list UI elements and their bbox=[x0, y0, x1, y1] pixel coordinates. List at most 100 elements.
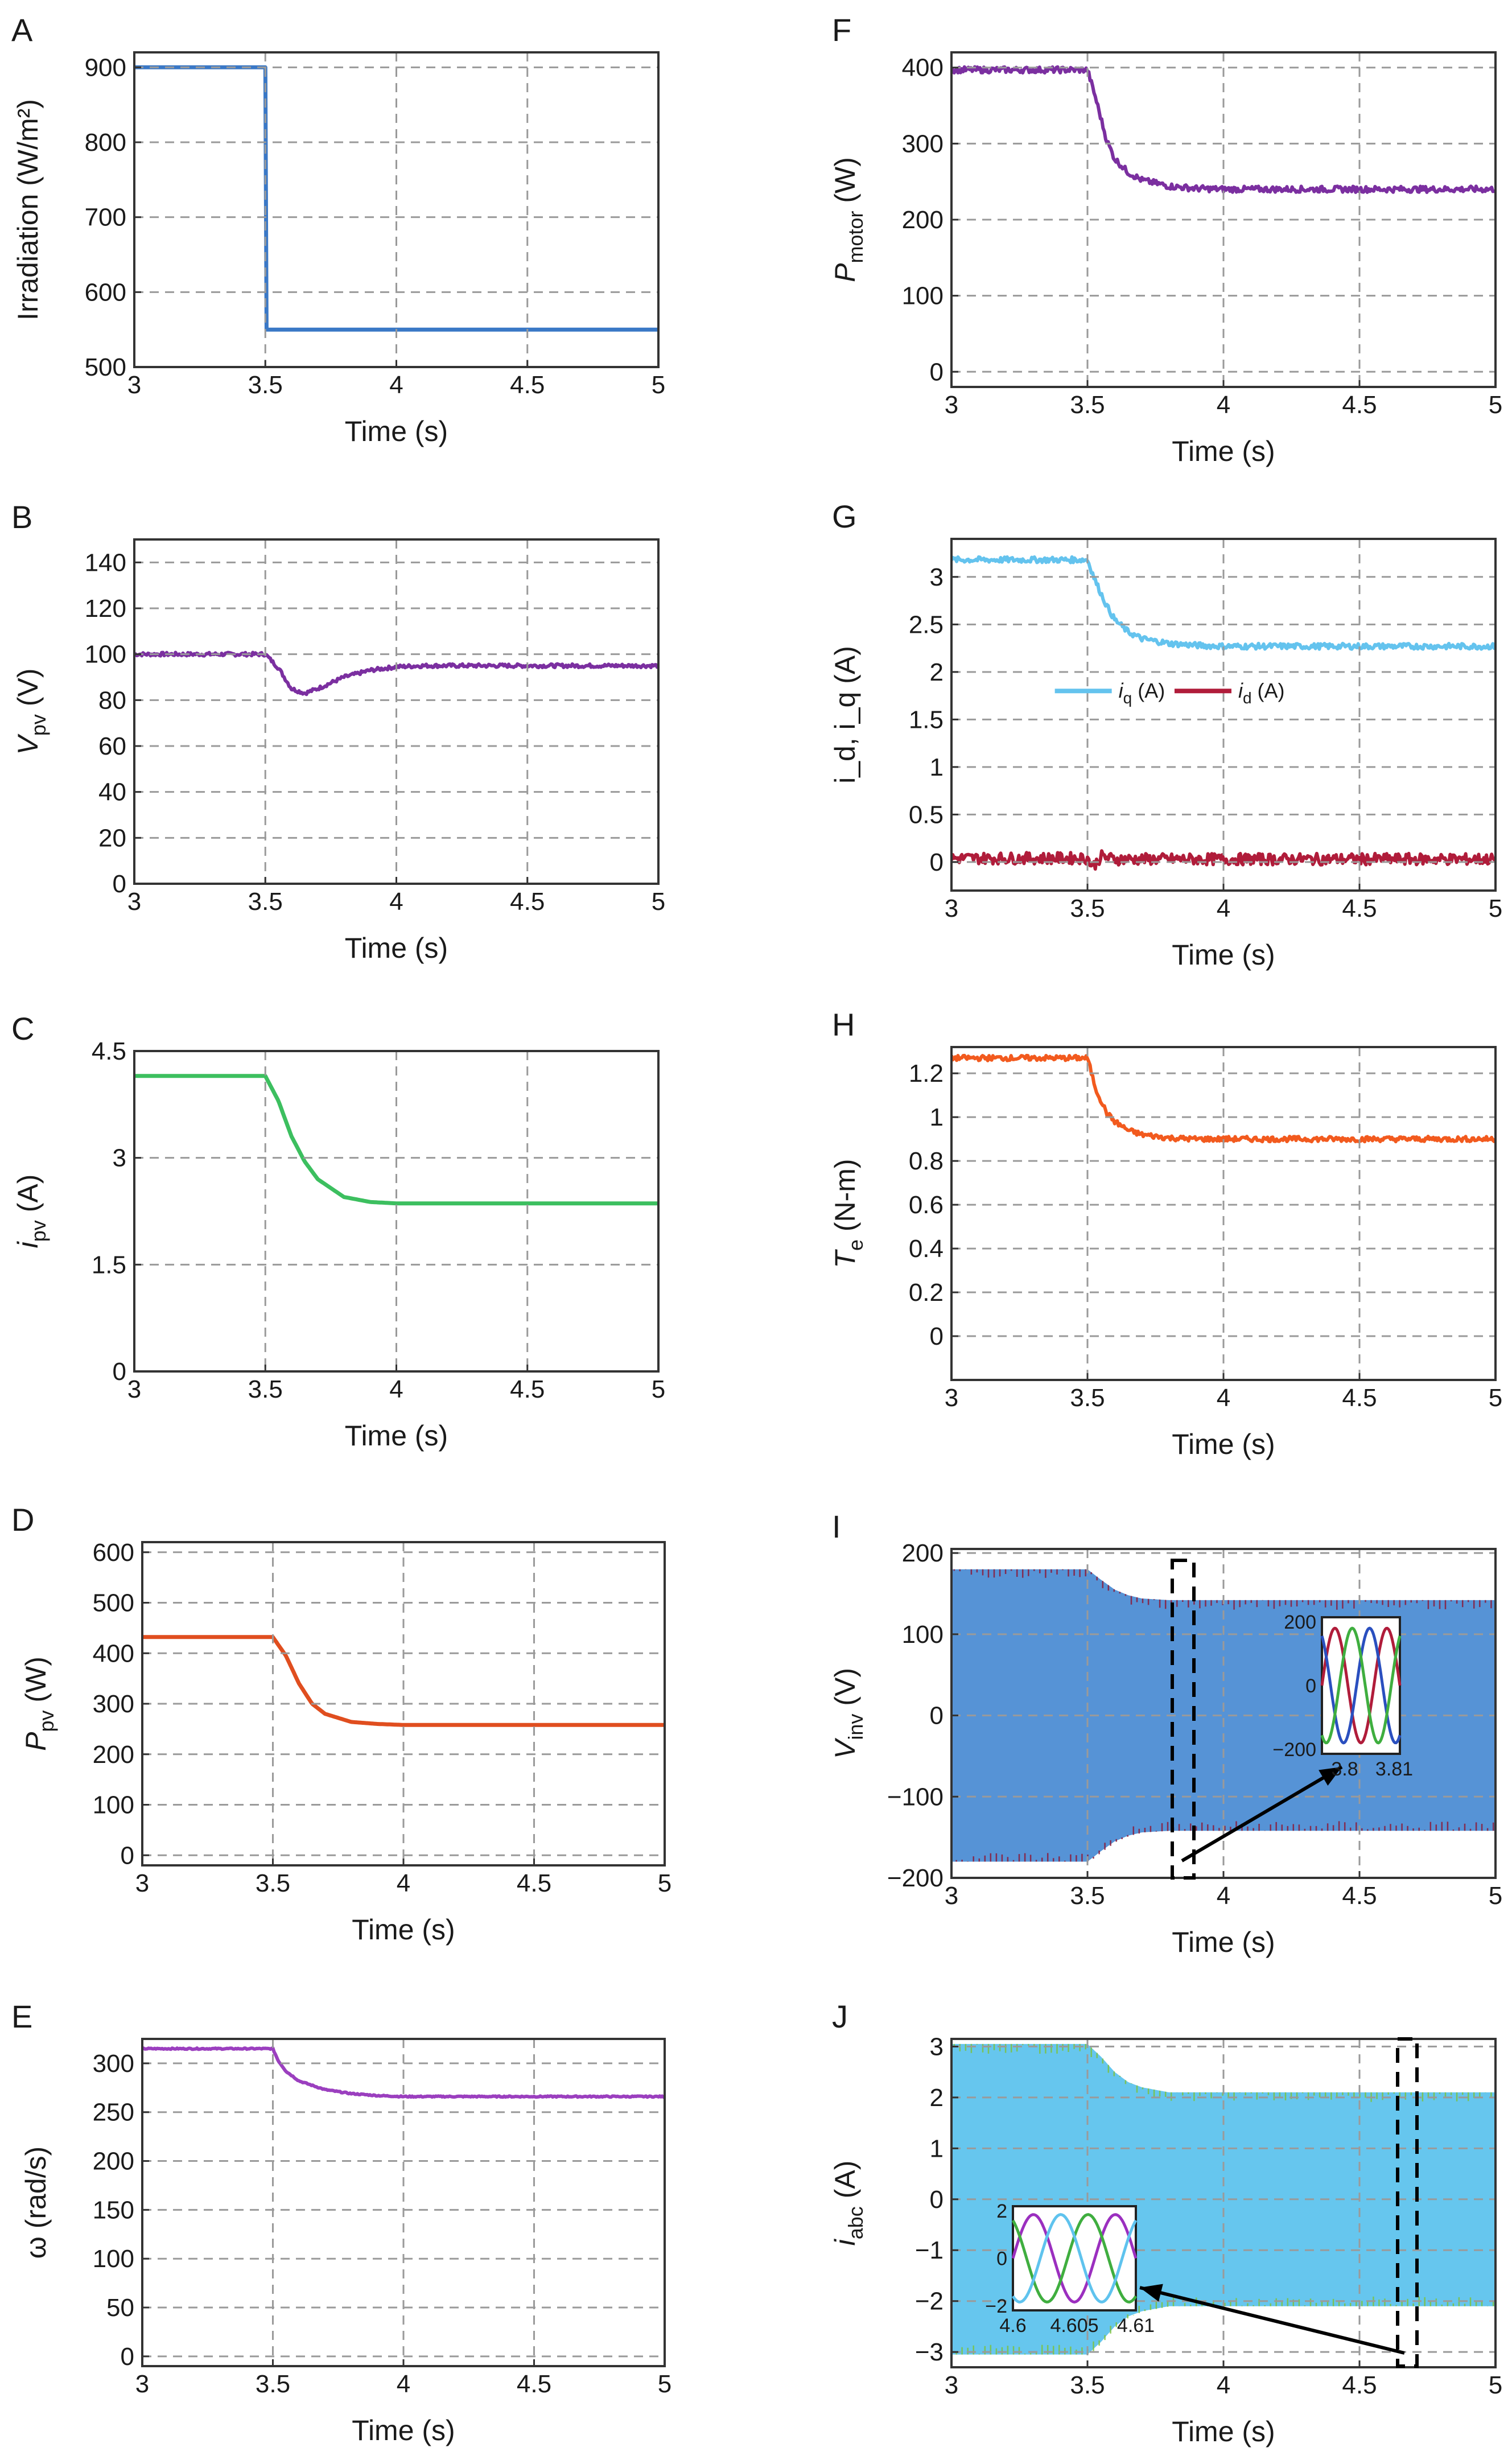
y-tick-label: 20 bbox=[98, 824, 126, 852]
x-tick-label: 3.5 bbox=[1070, 1384, 1105, 1412]
x-tick-label: 3 bbox=[127, 371, 141, 399]
grid bbox=[134, 539, 658, 884]
y-tick-label: 1 bbox=[930, 2135, 944, 2162]
x-axis-label: Time (s) bbox=[1172, 2416, 1275, 2447]
y-tick-label: 2 bbox=[930, 658, 944, 686]
x-tick-label: 5 bbox=[1489, 1882, 1502, 1910]
inset-y-tick-label: 200 bbox=[1284, 1612, 1316, 1633]
x-tick-label: 4.5 bbox=[1342, 895, 1377, 922]
x-tick-label: 3.5 bbox=[1070, 2371, 1105, 2399]
y-axis-label: Vinv (V) bbox=[829, 1668, 867, 1759]
x-axis-label: Time (s) bbox=[1172, 939, 1275, 971]
grid bbox=[142, 1542, 665, 1865]
y-axis-label: Vpv (V) bbox=[12, 669, 50, 755]
y-tick-label: 100 bbox=[85, 641, 126, 669]
zoom-inset: 2 0 −24.6 4.605 4.61 bbox=[985, 2037, 1419, 2368]
y-tick-label: 1.5 bbox=[909, 706, 944, 734]
x-tick-label: 5 bbox=[1489, 895, 1502, 922]
inset-y-tick-label: −200 bbox=[1272, 1739, 1316, 1761]
data-layer bbox=[142, 2046, 665, 2099]
x-tick-label: 5 bbox=[652, 888, 665, 916]
y-tick-label: 140 bbox=[85, 549, 126, 576]
zoom-arrow-head bbox=[1140, 2284, 1163, 2302]
inset-x-tick-label: 3.81 bbox=[1375, 1758, 1413, 1780]
panel-letter: E bbox=[11, 1999, 32, 2034]
x-axis-label: Time (s) bbox=[345, 1420, 448, 1452]
y-tick-label: 0.2 bbox=[909, 1279, 944, 1307]
x-tick-label: 4.5 bbox=[510, 888, 545, 916]
grid bbox=[951, 2039, 1495, 2367]
grid bbox=[142, 2039, 665, 2366]
x-tick-label: 3.5 bbox=[248, 371, 283, 399]
data-layer bbox=[142, 1635, 665, 1727]
y-tick-label: 0 bbox=[930, 358, 944, 386]
y-axis-label: ω (rad/s) bbox=[20, 2146, 52, 2259]
x-tick-label: 4.5 bbox=[510, 371, 545, 399]
panel-letter: I bbox=[832, 1509, 841, 1544]
x-tick-label: 4 bbox=[397, 1869, 410, 1897]
panel-letter: G bbox=[832, 498, 857, 534]
y-tick-label: 50 bbox=[106, 2294, 134, 2322]
y-tick-label: 0.8 bbox=[909, 1147, 944, 1175]
panel-letter: F bbox=[832, 12, 851, 48]
panel-g: G 3 3.5 4 4.5 5 0 0.5 1 1.5 2 2.5 3 Time (s) i_d, i_q … bbox=[829, 498, 1502, 971]
y-tick-label: 0 bbox=[930, 1322, 944, 1350]
data-layer bbox=[134, 1074, 658, 1206]
panel-i: I 3 3.5 4 4.5 5 −200 −100 0 100 200 Time (s) Vinv (V… bbox=[829, 1509, 1502, 1958]
y-tick-label: 1 bbox=[930, 1103, 944, 1131]
y-axis-label: ipv (A) bbox=[12, 1175, 50, 1249]
y-tick-label: 0.4 bbox=[909, 1235, 944, 1263]
panel-d: D 3 3.5 4 4.5 5 0 100 200 300 400 500 600 Time (s) Ppv… bbox=[11, 1502, 671, 1946]
inset-x-tick-label: 4.6 bbox=[999, 2315, 1026, 2337]
y-tick-label: 800 bbox=[85, 129, 126, 156]
y-axis-label: Pmotor (W) bbox=[829, 157, 867, 282]
x-tick-label: 3 bbox=[945, 1882, 958, 1910]
x-tick-label: 4.5 bbox=[517, 1869, 551, 1897]
y-tick-label: 2 bbox=[930, 2084, 944, 2112]
x-tick-label: 5 bbox=[1489, 391, 1502, 419]
legend-entry-0: iq (A) bbox=[1119, 679, 1165, 707]
inset-phase-0 bbox=[1011, 2213, 1138, 2304]
x-tick-label: 4 bbox=[389, 1375, 403, 1403]
x-tick-label: 3.5 bbox=[256, 2370, 290, 2398]
x-tick-label: 3.5 bbox=[256, 1869, 290, 1897]
x-tick-label: 5 bbox=[1489, 1384, 1502, 1412]
y-axis-label: Irradiation (W/m²) bbox=[12, 99, 44, 320]
y-tick-label: 150 bbox=[93, 2196, 134, 2224]
data-layer bbox=[951, 1053, 1495, 1144]
data-layer bbox=[134, 650, 658, 697]
y-tick-label: 0 bbox=[930, 2186, 944, 2214]
y-tick-label: 3 bbox=[930, 563, 944, 591]
y-tick-label: −200 bbox=[887, 1864, 944, 1892]
x-axis-label: Time (s) bbox=[352, 2414, 455, 2446]
panel-h: H 3 3.5 4 4.5 5 0 0.2 0.4 0.6 0.8 1 1.2 Time (s) Te (N… bbox=[829, 1007, 1502, 1460]
x-tick-label: 4 bbox=[1217, 1882, 1230, 1910]
y-tick-label: 0 bbox=[930, 848, 944, 876]
inset-phase-2 bbox=[1011, 2213, 1138, 2304]
grid bbox=[951, 539, 1495, 891]
x-tick-label: 3 bbox=[135, 1869, 149, 1897]
y-tick-label: 300 bbox=[902, 130, 944, 158]
x-tick-label: 5 bbox=[658, 2370, 671, 2398]
inset-phase-2 bbox=[1320, 1626, 1402, 1745]
panel-a: A 3 3.5 4 4.5 5 500 600 700 800 900 Time (s) Irradia… bbox=[11, 12, 665, 447]
y-tick-label: 1 bbox=[930, 753, 944, 781]
series-line-0 bbox=[142, 1635, 665, 1727]
x-tick-label: 3 bbox=[945, 895, 958, 922]
zoom-region-box bbox=[1171, 1559, 1196, 1880]
y-tick-label: 700 bbox=[85, 204, 126, 232]
series-line-1 bbox=[951, 849, 1495, 871]
inset-x-tick-label: 4.61 bbox=[1117, 2315, 1155, 2337]
x-tick-label: 3.5 bbox=[248, 888, 283, 916]
x-tick-label: 4.5 bbox=[1342, 1384, 1377, 1412]
inset-y-tick-label: 0 bbox=[1305, 1675, 1316, 1697]
inset-y-tick-label: −2 bbox=[985, 2296, 1007, 2317]
grid bbox=[134, 52, 658, 367]
x-tick-label: 3.5 bbox=[1070, 391, 1105, 419]
x-axis-label: Time (s) bbox=[352, 1914, 455, 1946]
y-tick-label: 80 bbox=[98, 686, 126, 714]
panel-letter: A bbox=[11, 12, 33, 48]
grid bbox=[951, 1549, 1495, 1878]
y-tick-label: −100 bbox=[887, 1783, 944, 1811]
y-tick-label: 0 bbox=[113, 1358, 126, 1386]
